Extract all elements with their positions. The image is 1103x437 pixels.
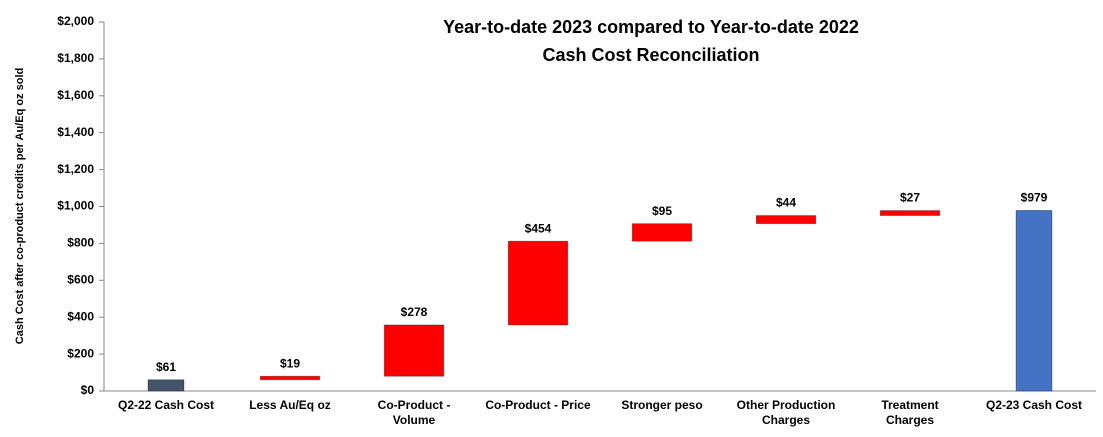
- x-tick-label: Stronger peso: [621, 398, 703, 412]
- data-label: $454: [525, 221, 552, 235]
- bar: [631, 223, 693, 242]
- data-label: $61: [156, 360, 176, 374]
- y-tick-label: $1,200: [57, 162, 94, 176]
- y-tick-label: $400: [67, 309, 94, 323]
- data-label: $27: [900, 191, 920, 205]
- bar: [507, 240, 569, 326]
- x-tick-label: Co-Product - Price: [485, 398, 591, 412]
- bar: [879, 210, 941, 216]
- x-tick-label: Co-Product - Volume: [377, 398, 451, 427]
- y-tick-label: $2,000: [57, 14, 94, 28]
- y-tick-label: $0: [81, 383, 95, 397]
- bar: [259, 375, 321, 381]
- data-label: $44: [776, 196, 796, 210]
- data-label: $278: [401, 305, 428, 319]
- chart-subtitle: Cash Cost Reconciliation: [542, 45, 759, 65]
- bar: [755, 215, 817, 225]
- x-tick-label: Q2-23 Cash Cost: [985, 398, 1083, 412]
- bar: [1015, 209, 1053, 392]
- bar: [383, 324, 445, 377]
- y-tick-label: $1,600: [57, 88, 94, 102]
- chart-title: Year-to-date 2023 compared to Year-to-da…: [443, 17, 859, 37]
- x-tick-label: Q2-22 Cash Cost: [117, 398, 215, 412]
- data-label: $19: [280, 356, 300, 370]
- x-tick-label: Other Production Charges: [736, 398, 836, 427]
- y-tick-label: $1,400: [57, 125, 94, 139]
- data-label: $95: [652, 204, 672, 218]
- y-tick-label: $1,800: [57, 51, 94, 65]
- x-tick-label: Treatment Charges: [881, 398, 939, 427]
- y-tick-label: $600: [67, 272, 94, 286]
- y-axis-title: Cash Cost after co-product credits per A…: [14, 68, 26, 344]
- x-tick-label: Less Au/Eq oz: [249, 398, 331, 412]
- y-tick-label: $1,000: [57, 199, 94, 213]
- y-tick-label: $800: [67, 236, 94, 250]
- data-label: $979: [1021, 191, 1048, 205]
- bar: [147, 379, 185, 392]
- y-tick-label: $200: [67, 346, 94, 360]
